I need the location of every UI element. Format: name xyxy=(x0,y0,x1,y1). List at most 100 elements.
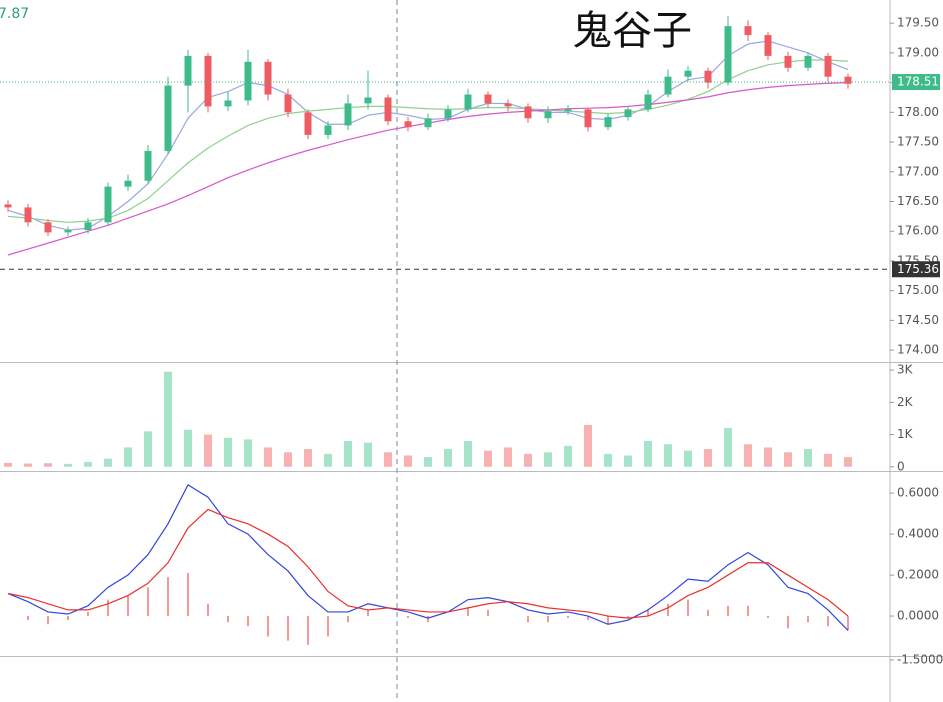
candle-body xyxy=(844,76,852,84)
y-tick-label: 3K xyxy=(897,363,914,377)
volume-bar xyxy=(164,371,172,467)
candle-body xyxy=(304,112,312,135)
y-tick-label: 0 xyxy=(897,459,905,473)
candle-body xyxy=(704,70,712,83)
volume-bar xyxy=(124,447,132,467)
volume-bar xyxy=(844,457,852,467)
y-tick-label: 1K xyxy=(897,427,914,441)
volume-bar xyxy=(424,457,432,467)
y-tick-label: 174.00 xyxy=(897,343,939,357)
y-tick-label: 176.00 xyxy=(897,224,939,238)
volume-bar xyxy=(24,463,32,467)
volume-bar xyxy=(624,455,632,467)
corner-price: 7.87 xyxy=(0,6,29,22)
candle-body xyxy=(44,222,52,233)
volume-bar xyxy=(104,458,112,467)
volume-bar xyxy=(744,444,752,467)
volume-bar xyxy=(824,453,832,467)
y-tick-label: 175.00 xyxy=(897,283,939,297)
price-label: 175.36 xyxy=(897,262,939,276)
volume-bar xyxy=(684,450,692,467)
volume-bar xyxy=(604,453,612,467)
volume-bar xyxy=(324,453,332,467)
y-tick-label: 177.50 xyxy=(897,135,939,149)
macd-dea xyxy=(7,508,849,619)
volume-bar xyxy=(224,437,232,467)
volume-bar xyxy=(4,462,12,467)
volume-bar xyxy=(44,463,52,467)
candle-body xyxy=(284,94,292,113)
candle-body xyxy=(464,94,472,110)
y-tick-label: 174.50 xyxy=(897,313,939,327)
volume-bar xyxy=(384,452,392,467)
candle-body xyxy=(824,55,832,77)
candle-body xyxy=(4,204,12,208)
candle-body xyxy=(584,109,592,128)
price-label: 178.51 xyxy=(897,75,939,89)
volume-bar xyxy=(264,447,272,467)
candle-body xyxy=(64,230,72,233)
volume-bar xyxy=(764,447,772,467)
moving-average xyxy=(7,40,849,231)
candle-body xyxy=(764,35,772,56)
candle-body xyxy=(324,125,332,135)
macd-dif xyxy=(7,484,849,631)
candle-body xyxy=(164,85,172,151)
y-tick-label: 0.4000 xyxy=(897,527,939,541)
volume-bar xyxy=(524,453,532,467)
candle-body xyxy=(644,94,652,110)
candle-body xyxy=(504,103,512,107)
candle-body xyxy=(184,55,192,86)
volume-bar xyxy=(284,452,292,467)
volume-bar xyxy=(304,449,312,467)
volume-bar xyxy=(84,461,92,467)
volume-bar xyxy=(64,463,72,467)
volume-bar xyxy=(664,444,672,467)
candle-body xyxy=(804,55,812,68)
candle-body xyxy=(444,109,452,119)
y-tick-label: 177.00 xyxy=(897,164,939,178)
y-tick-label: 0.0000 xyxy=(897,609,939,623)
y-tick-label: 0.6000 xyxy=(897,486,939,500)
volume-bar xyxy=(244,439,252,467)
y-tick-label: 178.00 xyxy=(897,105,939,119)
moving-average xyxy=(7,59,849,223)
candle-body xyxy=(784,55,792,68)
volume-bar xyxy=(544,452,552,467)
candle-body xyxy=(684,70,692,77)
candle-body xyxy=(84,222,92,231)
y-tick-label: 2K xyxy=(897,395,914,409)
candle-body xyxy=(244,61,252,101)
volume-bar xyxy=(364,442,372,467)
candle-body xyxy=(724,26,732,83)
watermark-title: 鬼谷子 xyxy=(572,8,692,54)
price-label-box xyxy=(892,74,940,91)
volume-bar xyxy=(344,440,352,467)
candle-body xyxy=(344,103,352,126)
candle-body xyxy=(624,109,632,118)
volume-bar xyxy=(464,440,472,467)
candle-body xyxy=(224,100,232,107)
candle-body xyxy=(24,207,32,223)
candle-body xyxy=(384,97,392,122)
y-tick-label: 179.50 xyxy=(897,16,939,30)
candle-body xyxy=(484,94,492,104)
candle-body xyxy=(524,106,532,119)
y-tick-label: -1.5000 xyxy=(897,653,943,667)
volume-bar xyxy=(584,424,592,467)
volume-bar xyxy=(404,455,412,467)
volume-bar xyxy=(724,428,732,467)
candle-body xyxy=(144,150,152,181)
volume-bar xyxy=(804,449,812,467)
volume-bar xyxy=(704,449,712,467)
candle-body xyxy=(104,186,112,223)
candle-body xyxy=(204,55,212,107)
y-tick-label: 0.2000 xyxy=(897,568,939,582)
volume-bar xyxy=(204,434,212,467)
candle-body xyxy=(364,97,372,104)
volume-bar xyxy=(644,440,652,467)
candle-body xyxy=(544,111,552,119)
price-label-box xyxy=(892,261,940,278)
volume-bar xyxy=(144,431,152,467)
